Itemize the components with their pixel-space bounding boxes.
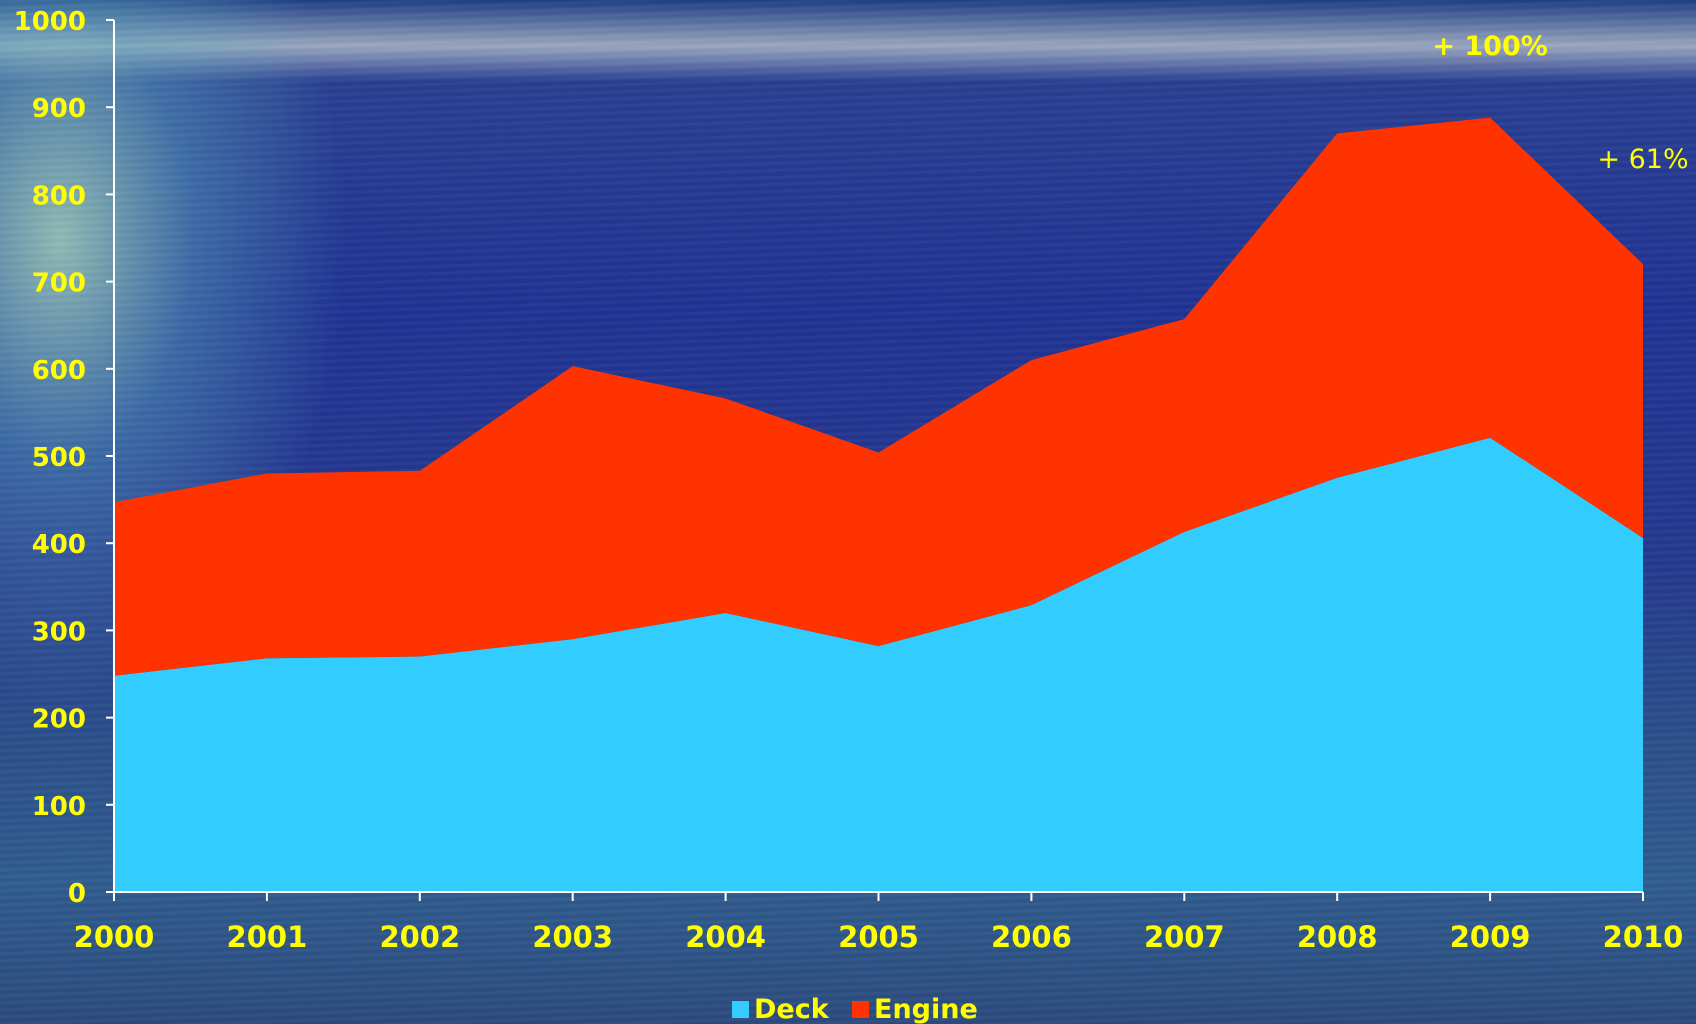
- legend: Deck Engine: [732, 994, 978, 1024]
- x-tick-label: 2007: [1144, 920, 1225, 954]
- y-tick-label: 800: [32, 181, 86, 211]
- legend-swatch-deck: [732, 1001, 749, 1018]
- y-tick-label: 100: [32, 792, 86, 822]
- area-series-group: [114, 117, 1643, 892]
- x-tick-label: 2010: [1603, 920, 1684, 954]
- annotation-label: + 61%: [1597, 144, 1688, 175]
- legend-label-deck: Deck: [754, 994, 830, 1024]
- y-tick-label: 1000: [14, 7, 86, 37]
- legend-swatch-engine: [852, 1001, 869, 1018]
- y-tick-label: 700: [32, 269, 86, 299]
- area-engine: [114, 117, 1643, 676]
- x-tick-label: 2000: [74, 920, 155, 954]
- y-tick-label: 0: [68, 879, 86, 909]
- y-tick-label: 500: [32, 443, 86, 473]
- y-tick-label: 300: [32, 617, 86, 647]
- x-tick-label: 2005: [838, 920, 919, 954]
- x-tick-label: 2001: [227, 920, 308, 954]
- legend-label-engine: Engine: [874, 994, 978, 1024]
- annotation-label: + 100%: [1432, 31, 1547, 62]
- annotations-group: + 100% + 61%: [1432, 31, 1688, 175]
- y-tick-label: 600: [32, 356, 86, 386]
- x-tick-label: 2008: [1297, 920, 1378, 954]
- y-tick-label: 200: [32, 705, 86, 735]
- x-tick-label: 2006: [991, 920, 1072, 954]
- x-tick-label: 2004: [685, 920, 766, 954]
- y-tick-label: 900: [32, 94, 86, 124]
- x-tick-label: 2009: [1450, 920, 1531, 954]
- y-tick-label: 400: [32, 530, 86, 560]
- area-deck: [114, 437, 1643, 892]
- x-tick-label: 2003: [532, 920, 613, 954]
- x-tick-label: 2002: [379, 920, 460, 954]
- axes-group: 0 100 200 300 400 500 600 700 800 900 1000 2000 2001…: [14, 7, 1684, 954]
